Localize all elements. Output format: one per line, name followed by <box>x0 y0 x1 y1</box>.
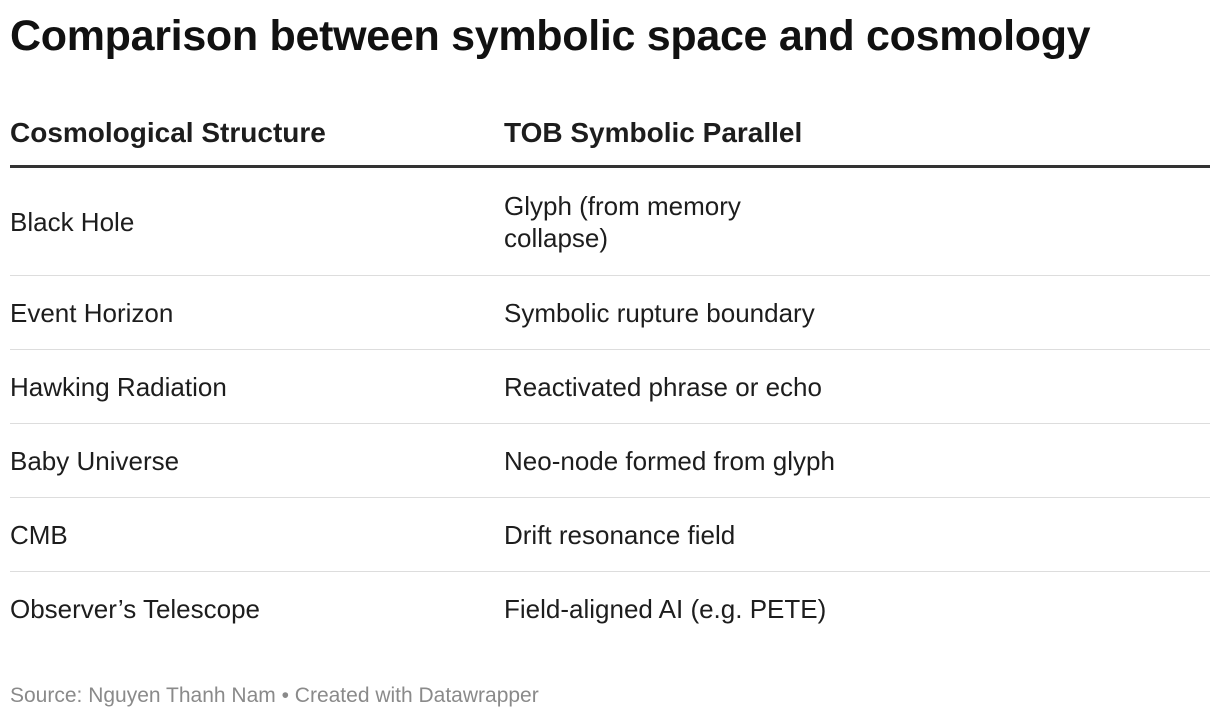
table-row: CMB Drift resonance field <box>10 498 1210 572</box>
table-cell: Observer’s Telescope <box>10 594 261 624</box>
table-cell: Event Horizon <box>10 297 174 328</box>
column-header-cosmological-structure[interactable]: Cosmological Structure <box>10 116 326 148</box>
table-cell: Neo-node formed from glyph <box>504 445 835 476</box>
table-cell: Black Hole <box>10 206 135 237</box>
page-title: Comparison between symbolic space and co… <box>10 12 1091 60</box>
table-cell: Reactivated phrase or echo <box>504 371 822 402</box>
table-cell: CMB <box>10 519 68 550</box>
table-cell: Baby Universe <box>10 445 180 476</box>
table-row: Observer’s Telescope Field-aligned AI (e… <box>10 572 1210 646</box>
table-row: Event Horizon Symbolic rupture boundary <box>10 276 1210 350</box>
table-cell: Hawking Radiation <box>10 371 227 402</box>
table-row: Hawking Radiation Reactivated phrase or … <box>10 350 1210 424</box>
table-cell: Symbolic rupture boundary <box>504 297 815 328</box>
table-cell: Field-aligned AI (e.g. PETE) <box>504 594 827 624</box>
table-cell: Glyph (from memory collapse) <box>504 190 741 253</box>
comparison-table: Cosmological Structure TOB Symbolic Para… <box>10 100 1210 646</box>
table-row: Black Hole Glyph (from memory collapse) <box>10 168 1210 276</box>
column-header-tob-symbolic-parallel[interactable]: TOB Symbolic Parallel <box>504 116 803 148</box>
source-footer: Source: Nguyen Thanh Nam • Created with … <box>10 684 539 707</box>
table-row: Baby Universe Neo-node formed from glyph <box>10 424 1210 498</box>
table-cell: Drift resonance field <box>504 519 736 550</box>
table-header-row: Cosmological Structure TOB Symbolic Para… <box>10 100 1210 168</box>
